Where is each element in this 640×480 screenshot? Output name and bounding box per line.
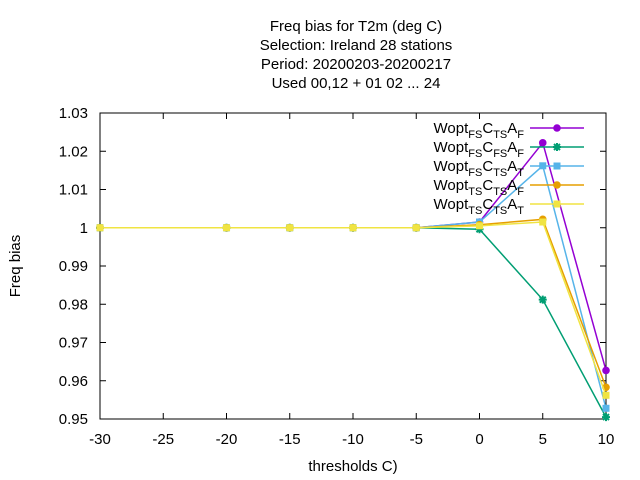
y-tick-label: 1.03 — [59, 105, 88, 122]
data-point — [349, 224, 357, 232]
x-tick-label: 5 — [539, 431, 547, 448]
data-point — [476, 222, 483, 230]
legend-entry: WoptFSCFSAF — [434, 139, 584, 160]
legend-entry: WoptFSCTSAT — [434, 158, 584, 179]
x-axis-label: thresholds C) — [308, 458, 397, 475]
legend-entry: WoptTSCTSAT — [434, 196, 584, 217]
series-3 — [96, 162, 610, 412]
x-tick-label: -20 — [216, 431, 238, 448]
legend-label: WoptFSCTSAT — [434, 158, 525, 179]
data-point — [553, 124, 561, 132]
data-point — [538, 139, 547, 147]
title-line: Used 00,12 + 01 02 ... 24 — [272, 75, 441, 92]
series-line — [100, 221, 607, 396]
data-point — [553, 162, 561, 170]
series-line — [100, 227, 607, 418]
x-tick-label: -5 — [410, 431, 423, 448]
data-point — [602, 413, 610, 422]
y-tick-label: 1.01 — [59, 182, 88, 199]
data-series — [96, 139, 610, 422]
legend: WoptFSCTSAFWoptFSCFSAFWoptFSCTSATWoptTSC… — [434, 120, 584, 217]
y-axis-label: Freq bias — [7, 235, 24, 298]
data-point — [412, 224, 420, 232]
data-point — [96, 224, 104, 232]
series-5 — [96, 218, 610, 399]
axis-ticks: -30 -25 -20 -15 -10 -5 0 5 10 0.95 0.96 0.97 0.98 0.9… — [59, 105, 615, 448]
x-tick-label: -10 — [342, 431, 364, 448]
y-tick-label: 1.02 — [59, 143, 88, 160]
y-tick-label: 0.95 — [59, 411, 88, 428]
x-tick-label: -15 — [279, 431, 301, 448]
x-tick-label: -25 — [152, 431, 174, 448]
y-tick-label: 0.99 — [59, 258, 88, 275]
legend-label: WoptTSCTSAT — [434, 196, 525, 217]
x-tick-label: 0 — [475, 431, 483, 448]
y-tick-label: 0.98 — [59, 296, 88, 313]
legend-entry: WoptFSCTSAF — [434, 120, 584, 141]
y-tick-label: 1 — [80, 220, 88, 237]
data-point — [286, 224, 294, 232]
legend-label: WoptFSCTSAF — [434, 120, 525, 141]
data-point — [539, 218, 547, 226]
title-line: Selection: Ireland 28 stations — [260, 37, 453, 54]
x-tick-label: -30 — [89, 431, 111, 448]
x-tick-label: 10 — [598, 431, 615, 448]
legend-label: WoptTSCTSAF — [434, 177, 525, 198]
series-line — [100, 218, 607, 388]
series-2 — [96, 223, 610, 422]
data-point — [538, 295, 547, 304]
title-line: Freq bias for T2m (deg C) — [270, 18, 442, 35]
y-tick-label: 0.97 — [59, 335, 88, 352]
data-point — [553, 181, 561, 189]
title-line: Period: 20200203-20200217 — [261, 56, 451, 73]
y-tick-label: 0.96 — [59, 373, 88, 390]
data-point — [602, 366, 610, 375]
chart-title: Freq bias for T2m (deg C) Selection: Irel… — [260, 18, 453, 92]
series-4 — [96, 215, 610, 392]
legend-entry: WoptTSCTSAF — [434, 177, 584, 198]
data-point — [223, 224, 230, 232]
data-point — [602, 404, 610, 412]
legend-label: WoptFSCFSAF — [434, 139, 525, 160]
data-point — [553, 200, 561, 208]
series-line — [100, 164, 607, 409]
data-point — [602, 391, 610, 399]
data-point — [553, 143, 561, 151]
